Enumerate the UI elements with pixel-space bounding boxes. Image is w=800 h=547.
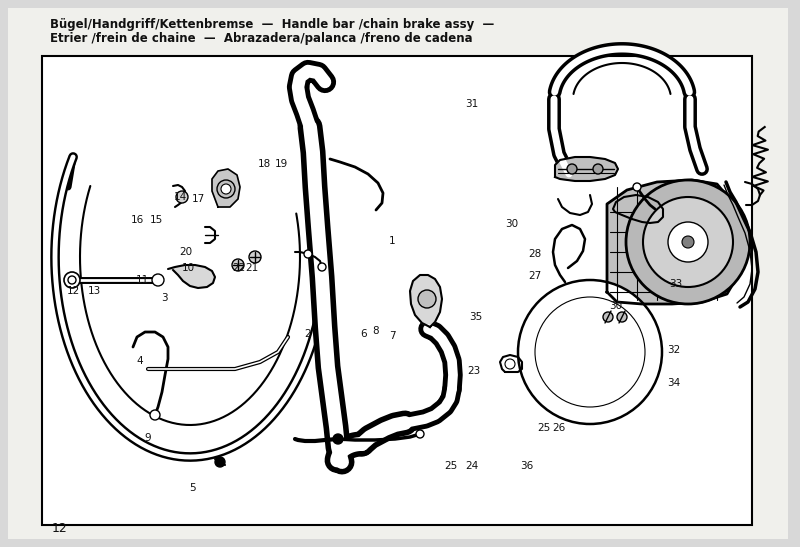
Polygon shape <box>168 265 215 288</box>
Circle shape <box>68 276 76 284</box>
Text: 20: 20 <box>179 247 192 257</box>
Circle shape <box>416 430 424 438</box>
Text: 15: 15 <box>150 215 162 225</box>
Text: 36: 36 <box>520 461 533 471</box>
Text: 19: 19 <box>275 159 288 169</box>
Circle shape <box>304 250 312 258</box>
Circle shape <box>418 290 436 308</box>
Circle shape <box>593 164 603 174</box>
Text: 32: 32 <box>667 345 680 355</box>
Text: Etrier /frein de chaine  —  Abrazadera/palanca /freno de cadena: Etrier /frein de chaine — Abrazadera/pal… <box>50 32 473 45</box>
Text: 11: 11 <box>136 275 149 285</box>
Circle shape <box>633 183 641 191</box>
Circle shape <box>152 274 164 286</box>
Text: 25: 25 <box>444 461 457 471</box>
Text: Bügel/Handgriff/Kettenbremse  —  Handle bar /chain brake assy  —: Bügel/Handgriff/Kettenbremse — Handle ba… <box>50 18 494 31</box>
Text: 9: 9 <box>145 433 151 443</box>
Polygon shape <box>212 169 240 207</box>
Text: 2: 2 <box>305 329 311 339</box>
Circle shape <box>64 272 80 288</box>
Circle shape <box>249 251 261 263</box>
Text: 10: 10 <box>182 263 194 273</box>
Circle shape <box>215 457 225 467</box>
Circle shape <box>643 197 733 287</box>
Text: 3: 3 <box>161 293 167 303</box>
Circle shape <box>535 297 645 407</box>
Text: 13: 13 <box>88 286 101 296</box>
Circle shape <box>603 312 613 322</box>
Circle shape <box>518 280 662 424</box>
Text: 4: 4 <box>137 356 143 366</box>
Text: 14: 14 <box>174 192 186 202</box>
Circle shape <box>150 410 160 420</box>
Circle shape <box>217 180 235 198</box>
Text: 25: 25 <box>538 423 550 433</box>
Circle shape <box>617 312 627 322</box>
Text: 26: 26 <box>552 423 565 433</box>
Polygon shape <box>607 180 737 304</box>
Circle shape <box>333 434 343 444</box>
Text: 5: 5 <box>189 483 195 493</box>
Polygon shape <box>410 275 442 327</box>
Text: 27: 27 <box>528 271 541 281</box>
Text: 30: 30 <box>506 219 518 229</box>
Circle shape <box>232 259 244 271</box>
Text: 18: 18 <box>258 159 270 169</box>
Polygon shape <box>555 157 618 181</box>
Text: 8: 8 <box>373 326 379 336</box>
Circle shape <box>318 263 326 271</box>
Text: 7: 7 <box>389 331 395 341</box>
Text: 24: 24 <box>466 461 478 471</box>
Circle shape <box>682 236 694 248</box>
Text: 6: 6 <box>361 329 367 339</box>
Text: 31: 31 <box>466 99 478 109</box>
Circle shape <box>668 222 708 262</box>
Text: 23: 23 <box>467 366 480 376</box>
Circle shape <box>505 359 515 369</box>
Text: 22: 22 <box>232 263 245 273</box>
Text: 28: 28 <box>528 249 541 259</box>
Text: 34: 34 <box>667 378 680 388</box>
Text: 12: 12 <box>52 522 68 535</box>
Text: 30: 30 <box>610 301 622 311</box>
Text: 12: 12 <box>67 286 80 296</box>
Circle shape <box>567 164 577 174</box>
Text: 33: 33 <box>670 280 682 289</box>
Text: 16: 16 <box>131 215 144 225</box>
Text: 21: 21 <box>246 263 258 273</box>
Text: 1: 1 <box>389 236 395 246</box>
Circle shape <box>221 184 231 194</box>
Circle shape <box>626 180 750 304</box>
Text: 17: 17 <box>192 194 205 204</box>
Circle shape <box>176 191 188 203</box>
Bar <box>42 56 752 525</box>
Text: 35: 35 <box>470 312 482 322</box>
